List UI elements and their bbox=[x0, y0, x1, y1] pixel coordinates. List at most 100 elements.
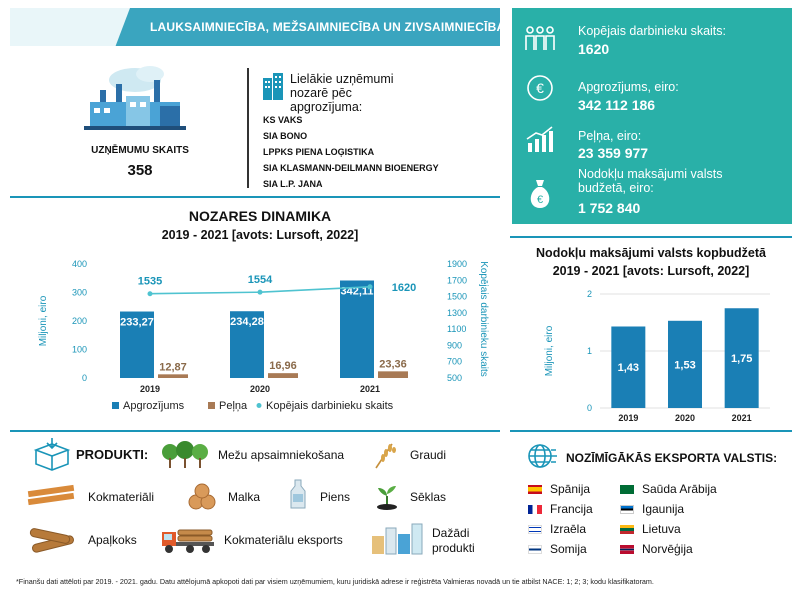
product-label: Graudi bbox=[410, 448, 447, 462]
x-tick-label: 2019 bbox=[140, 384, 160, 394]
legend-swatch-turnover bbox=[112, 402, 119, 409]
taxes-value: 1 752 840 bbox=[578, 200, 641, 216]
dynamics-chart: 0 100 200 300 400 500 700 900 1100 1300 1500 1700 19… bbox=[38, 259, 489, 412]
turnover-value: 342 112 186 bbox=[578, 97, 656, 113]
milk-icon bbox=[290, 479, 306, 509]
taxes-label: Nodokļu maksājumi valsts budžetā, eiro: bbox=[578, 167, 723, 195]
tax-bar bbox=[724, 308, 759, 408]
country-item: Norvēģija bbox=[620, 542, 693, 556]
y-right-tick-label: 900 bbox=[447, 340, 462, 350]
tax-chart: 0 1 2 Miljoni, eiro 1,43 2019 1,53 2020 1,75 2021 bbox=[544, 289, 770, 423]
turnover-label: Apgrozījums, eiro: bbox=[578, 80, 679, 94]
product-label: Sēklas bbox=[410, 490, 447, 504]
france-flag-icon bbox=[528, 504, 542, 514]
country-label: Somija bbox=[550, 542, 587, 556]
list-item: SIA L.P. JANA bbox=[263, 179, 323, 189]
turnover-bar bbox=[340, 280, 374, 378]
turnover-data-label: 234,28 bbox=[230, 316, 264, 328]
country-label: Francija bbox=[550, 502, 593, 516]
profit-data-label: 16,96 bbox=[269, 360, 297, 372]
box-icon bbox=[33, 438, 71, 471]
employees-point bbox=[367, 284, 373, 290]
country-label: Spānija bbox=[550, 482, 591, 496]
y-right-tick-label: 1100 bbox=[447, 324, 466, 334]
y-tick-label: 0 bbox=[587, 403, 592, 413]
profit-label: Peļņa, eiro: bbox=[578, 129, 642, 143]
x-tick-label: 2021 bbox=[360, 384, 380, 394]
y-right-tick-label: 1300 bbox=[447, 308, 467, 318]
legend-label: Peļņa bbox=[219, 400, 248, 412]
logs-icon bbox=[29, 528, 74, 553]
country-item: Somija bbox=[528, 542, 587, 556]
country-item: Francija bbox=[528, 502, 593, 516]
country-label: Lietuva bbox=[642, 522, 681, 536]
country-item: Spānija bbox=[528, 482, 590, 496]
x-tick-label: 2019 bbox=[618, 413, 638, 423]
section-divider bbox=[10, 196, 500, 198]
y-tick-label: 2 bbox=[587, 289, 592, 299]
money-bag-icon: € bbox=[530, 180, 550, 208]
legend-swatch-profit bbox=[208, 402, 215, 409]
y-axis-label: Miljoni, eiro bbox=[544, 325, 555, 376]
timber-truck-icon bbox=[162, 529, 214, 553]
y-right-tick-label: 1700 bbox=[447, 275, 467, 285]
section-divider bbox=[510, 430, 792, 432]
country-item: Igaunija bbox=[620, 502, 684, 516]
x-tick-label: 2020 bbox=[250, 384, 270, 394]
tax-data-label: 1,75 bbox=[731, 353, 752, 365]
y-tick-label: 400 bbox=[72, 259, 87, 269]
product-label: Mežu apsaimniekošana bbox=[218, 448, 345, 462]
dynamics-title: NOZARES DINAMIKA bbox=[188, 208, 332, 224]
factory-icon bbox=[84, 66, 186, 130]
turnover-bar bbox=[230, 311, 264, 378]
country-item: Izraēla bbox=[528, 522, 586, 536]
y-tick-label: 200 bbox=[72, 316, 87, 326]
saudi-arabia-flag-icon bbox=[620, 484, 634, 494]
norway-flag-icon bbox=[620, 544, 634, 554]
wheat-icon bbox=[375, 443, 396, 469]
taxes-label-line1: Nodokļu maksājumi valsts bbox=[578, 167, 723, 181]
product-label-line1: Dažādi bbox=[432, 526, 470, 540]
export-title: NOZĪMĪGĀKĀS EKSPORTA VALSTIS: bbox=[566, 451, 778, 465]
list-item: KS VAKS bbox=[263, 115, 303, 125]
y-right-tick-label: 1500 bbox=[447, 292, 467, 302]
key-stats-panel: Kopējais darbinieku skaits: 1620 € Apgro… bbox=[512, 8, 792, 224]
y-axis-label: Miljoni, eiro bbox=[38, 295, 49, 346]
products-title: PRODUKTI: bbox=[76, 447, 149, 462]
country-item: Saūda Arābija bbox=[620, 482, 717, 496]
profit-value: 23 359 977 bbox=[578, 145, 649, 161]
employees-value: 1620 bbox=[578, 41, 610, 57]
employees-point bbox=[257, 289, 263, 295]
y-right-tick-label: 700 bbox=[447, 357, 462, 367]
profit-data-label: 12,87 bbox=[159, 361, 187, 373]
legend-swatch-employees bbox=[256, 403, 262, 408]
employees-label: Kopējais darbinieku skaits: bbox=[578, 24, 726, 38]
growth-chart-icon bbox=[526, 126, 553, 152]
groceries-icon bbox=[372, 523, 423, 555]
planks-icon bbox=[27, 484, 75, 506]
y-tick-label: 300 bbox=[72, 288, 87, 298]
product-label: Piens bbox=[320, 490, 351, 504]
product-label-line2: produkti bbox=[432, 541, 475, 555]
header-notch bbox=[10, 8, 130, 46]
list-item: SIA KLASMANN-DEILMANN BIOENERGY bbox=[263, 163, 439, 173]
finland-flag-icon bbox=[528, 544, 542, 554]
list-item: SIA BONO bbox=[263, 131, 308, 141]
product-label: Apaļkoks bbox=[88, 533, 137, 547]
employees-data-label: 1620 bbox=[392, 282, 416, 294]
largest-companies-title: Lielākie uzņēmumi nozarē pēc apgrozījuma… bbox=[290, 72, 394, 114]
employees-point bbox=[147, 291, 153, 297]
seedling-icon bbox=[377, 486, 397, 510]
x-tick-label: 2021 bbox=[732, 413, 752, 423]
vertical-divider bbox=[247, 68, 249, 188]
dynamics-subtitle: 2019 - 2021 [avots: Lursoft, 2022] bbox=[161, 228, 359, 242]
country-item: Lietuva bbox=[620, 522, 681, 536]
legend-label: Kopējais darbinieku skaits bbox=[266, 400, 394, 412]
people-icon bbox=[525, 26, 555, 50]
country-label: Norvēģija bbox=[642, 542, 693, 556]
tax-data-label: 1,53 bbox=[674, 359, 695, 371]
largest-companies-list: KS VAKS SIA BONO LPPKS PIENA LOĢISTIKA S… bbox=[263, 112, 439, 192]
tax-chart-title: Nodokļu maksājumi valsts kopbudžetā bbox=[536, 246, 766, 260]
y-tick-label: 1 bbox=[587, 346, 592, 356]
svg-text:€: € bbox=[536, 80, 544, 96]
